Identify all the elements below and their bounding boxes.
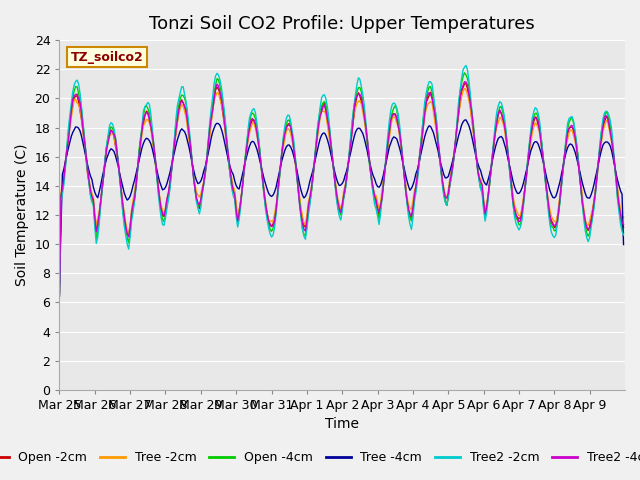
Legend: Open -2cm, Tree -2cm, Open -4cm, Tree -4cm, Tree2 -2cm, Tree2 -4cm: Open -2cm, Tree -2cm, Open -4cm, Tree -4…	[0, 446, 640, 469]
X-axis label: Time: Time	[325, 418, 359, 432]
Y-axis label: Soil Temperature (C): Soil Temperature (C)	[15, 144, 29, 286]
Title: Tonzi Soil CO2 Profile: Upper Temperatures: Tonzi Soil CO2 Profile: Upper Temperatur…	[149, 15, 535, 33]
Text: TZ_soilco2: TZ_soilco2	[71, 50, 143, 64]
